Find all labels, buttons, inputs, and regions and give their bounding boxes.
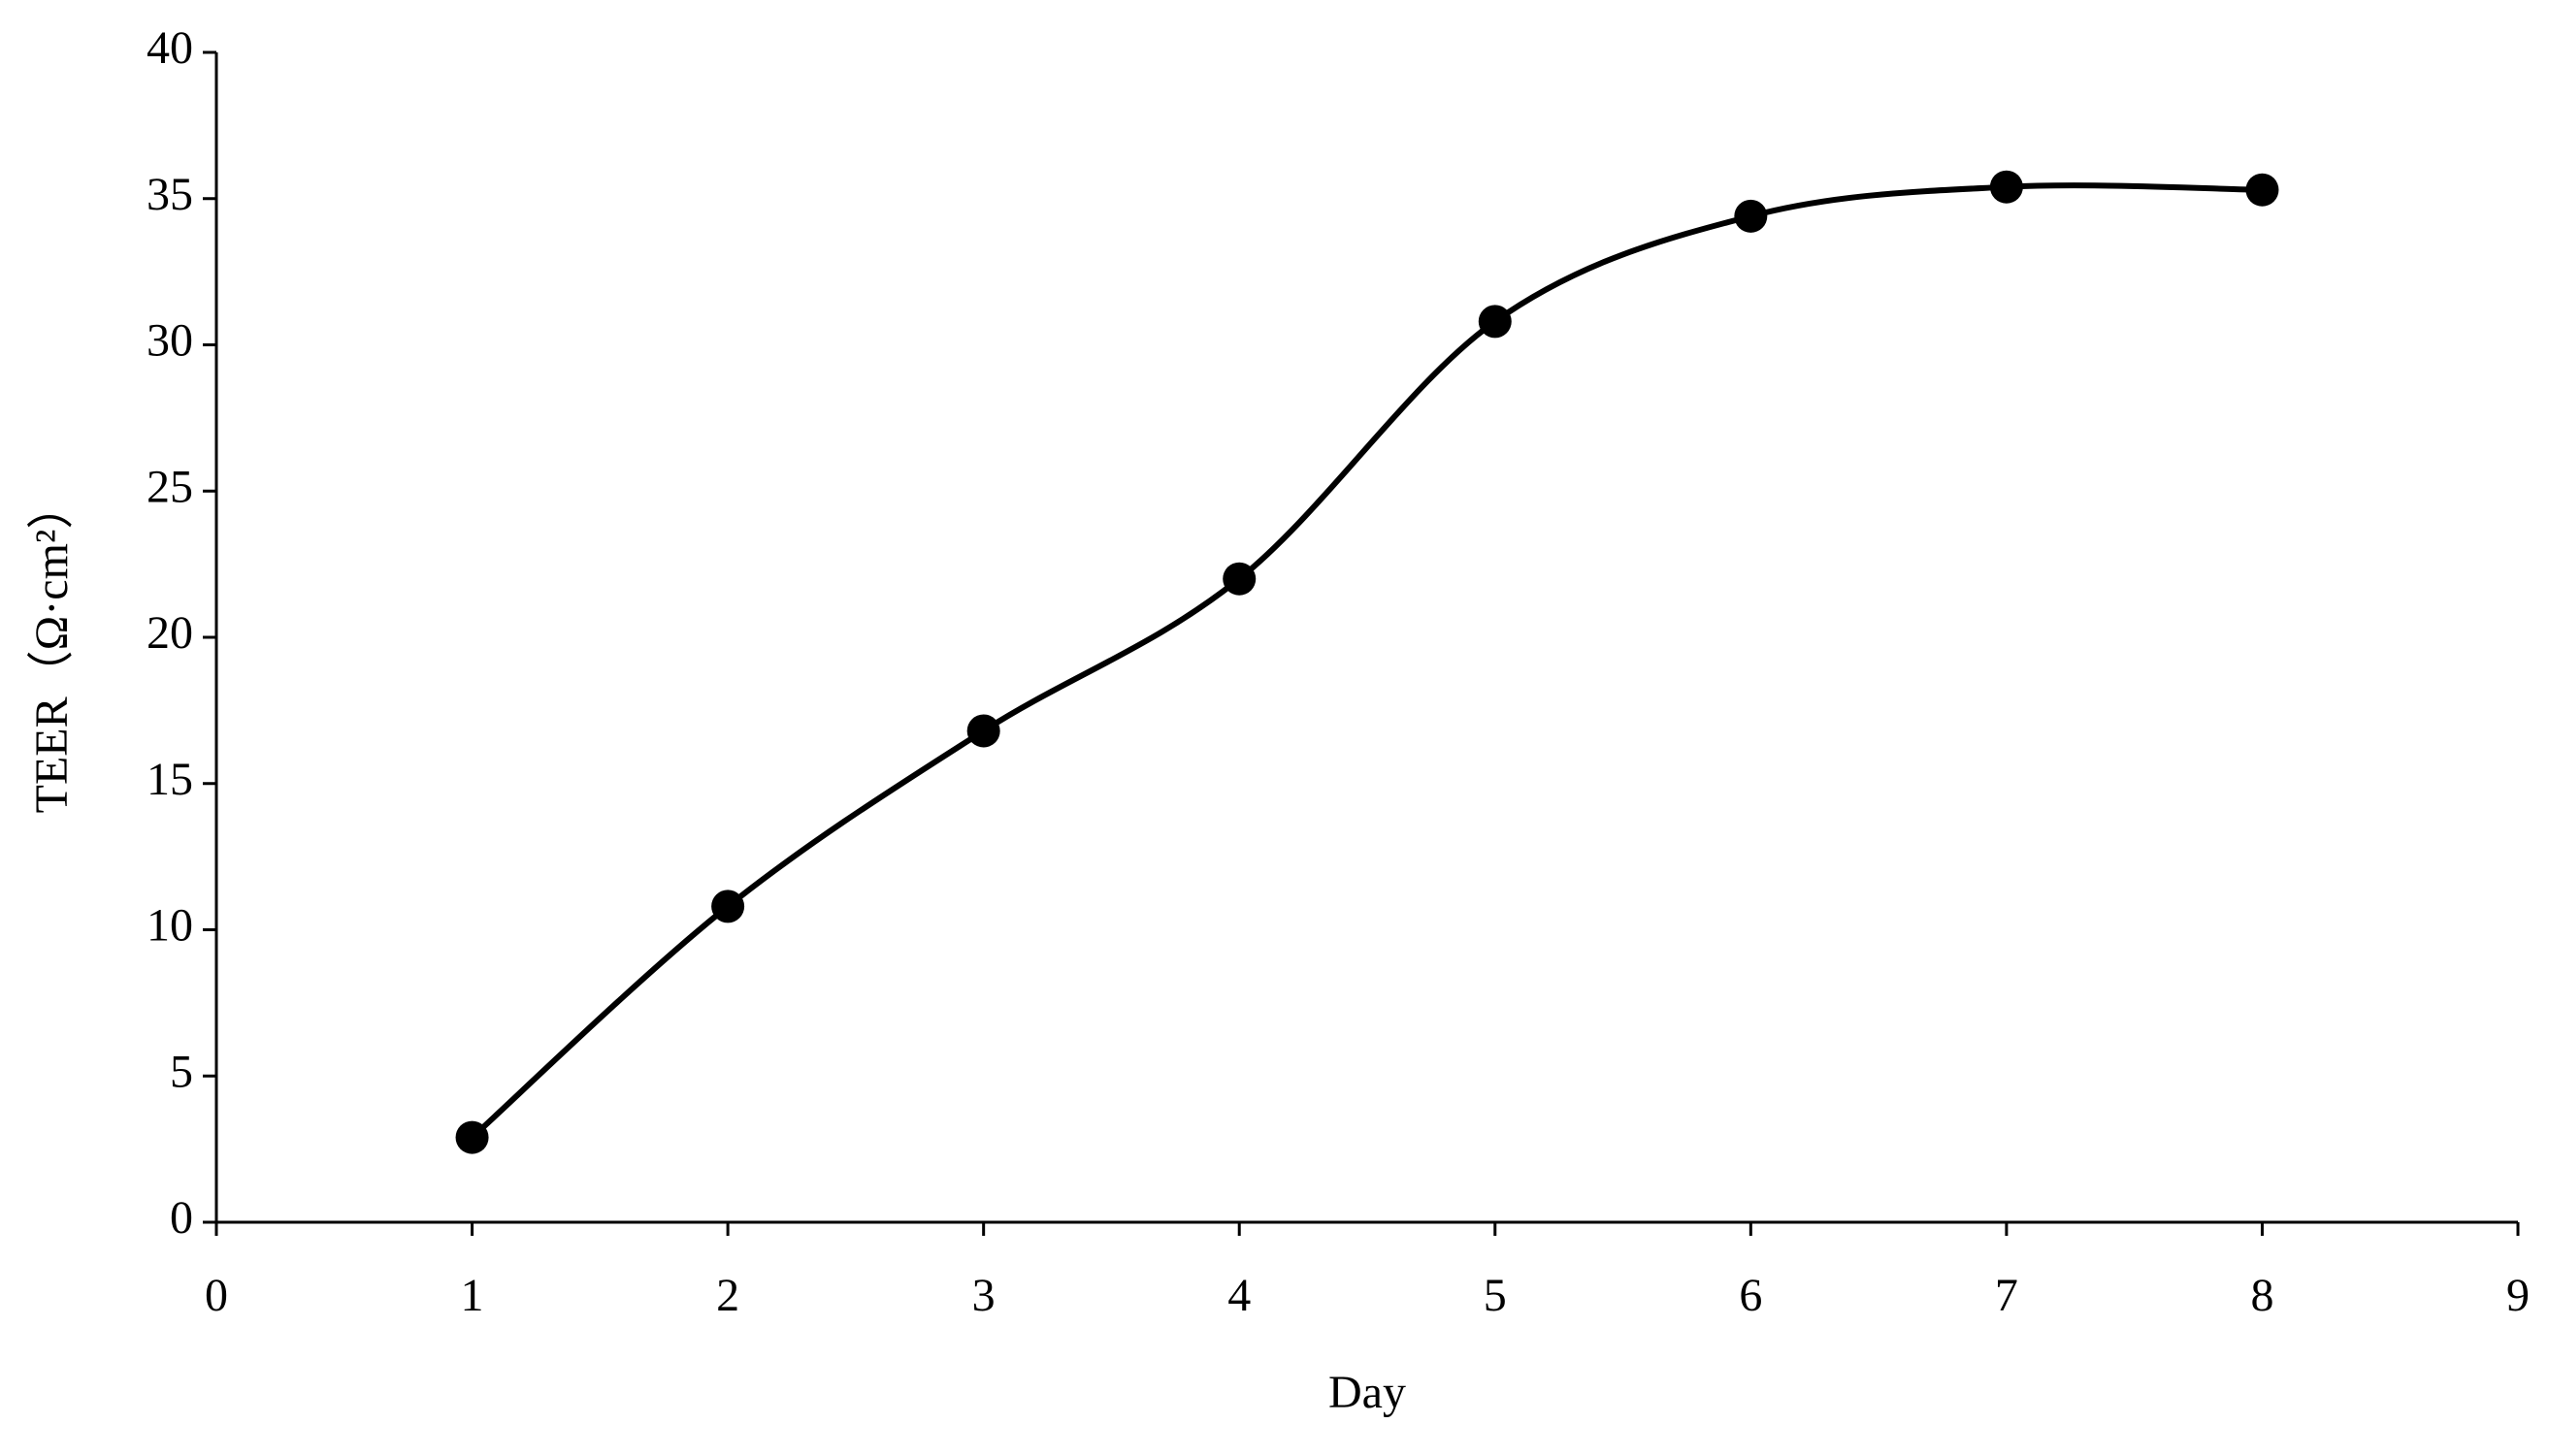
data-point [711,890,745,923]
x-tick-label: 6 [1739,1270,1762,1321]
data-line [470,182,2263,1140]
y-tick-label: 5 [170,1046,193,1097]
data-point [1478,305,1512,339]
x-tick-label: 4 [1227,1270,1251,1321]
y-tick-label: 20 [147,607,193,659]
data-point [1989,170,2023,204]
y-tick-label: 0 [170,1192,193,1244]
x-tick-label: 3 [972,1270,996,1321]
y-tick-label: 30 [147,315,193,367]
data-point [2245,173,2279,207]
x-tick-label: 9 [2506,1270,2530,1321]
x-tick-label: 7 [1995,1270,2018,1321]
x-tick-label: 8 [2250,1270,2273,1321]
y-tick-label: 35 [147,169,193,220]
y-tick-label: 40 [147,22,193,74]
x-tick-label: 5 [1484,1270,1507,1321]
data-point [455,1120,489,1154]
data-point [1734,199,1768,233]
x-axis-label: Day [1328,1367,1406,1418]
y-tick-label: 15 [147,754,193,805]
y-tick-label: 25 [147,461,193,512]
x-tick-label: 2 [716,1270,739,1321]
data-point [966,714,1000,748]
x-tick-label: 1 [461,1270,484,1321]
y-tick-label: 10 [147,900,193,952]
y-axis-label: TEER（Ω·cm²） [26,483,78,814]
data-point [1223,562,1257,596]
x-tick-label: 0 [205,1270,228,1321]
